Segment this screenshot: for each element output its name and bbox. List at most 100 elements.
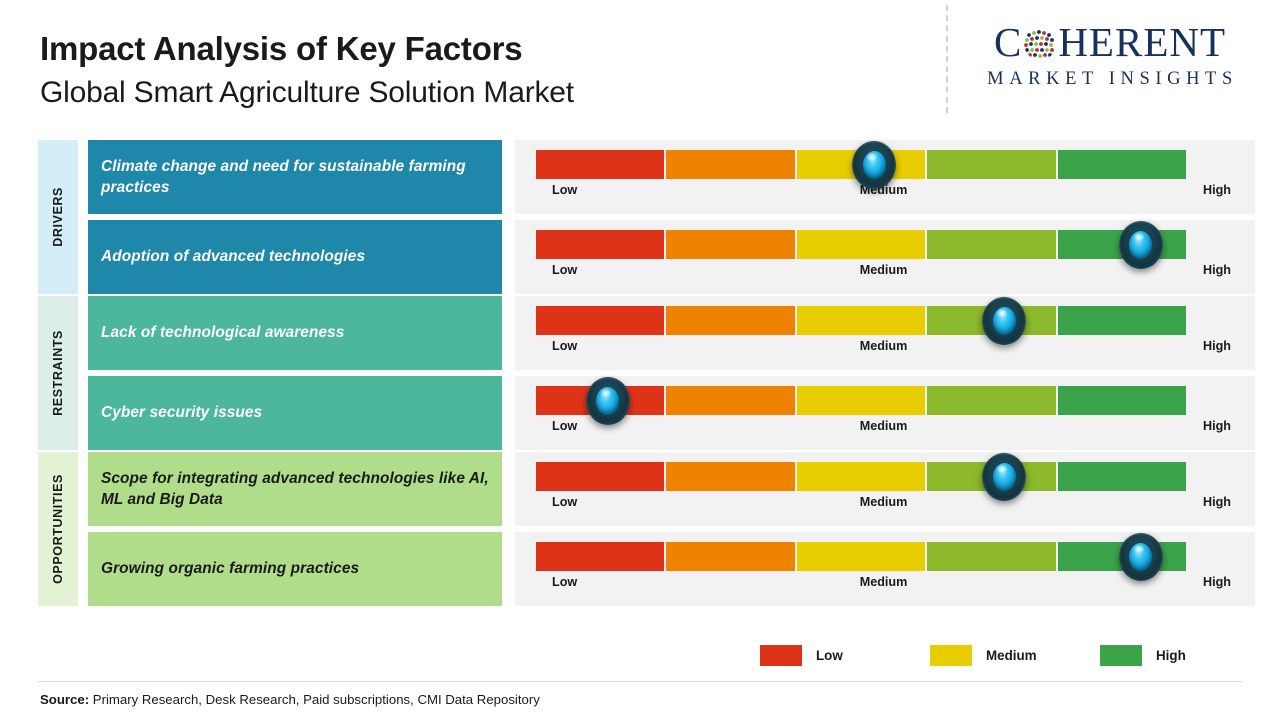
gauge-panel: Low Medium High	[515, 220, 1255, 294]
factor-text: Climate change and need for sustainable …	[101, 157, 466, 196]
scale-label-high: High	[1203, 575, 1231, 589]
scale-label-med: Medium	[859, 495, 908, 509]
impact-marker[interactable]	[1118, 533, 1163, 581]
page-title: Impact Analysis of Key Factors	[40, 30, 523, 67]
scale-label-low: Low	[552, 263, 578, 277]
source-label: Source:	[40, 692, 90, 707]
gauge-segment-1	[536, 230, 665, 259]
gauge-segment-2	[666, 542, 795, 571]
gauge-segment-2	[666, 306, 795, 335]
legend-swatch	[1100, 645, 1142, 666]
gauge-bar	[536, 230, 1187, 259]
source-note: Source: Primary Research, Desk Research,…	[40, 692, 540, 707]
gauge-bar	[536, 306, 1187, 335]
legend-item: High	[1100, 645, 1186, 666]
gauge-segment-1	[536, 150, 665, 179]
gauge-scale-labels: Low Medium High	[536, 575, 1231, 593]
legend-swatch	[760, 645, 802, 666]
scale-label-high: High	[1203, 339, 1231, 353]
gauge-segment-1	[536, 462, 665, 491]
gauge-panel: Low Medium High	[515, 452, 1255, 526]
gauge-panel: Low Medium High	[515, 376, 1255, 450]
factor-text: Growing organic farming practices	[101, 560, 360, 578]
impact-marker[interactable]	[982, 453, 1026, 501]
factor-text: Adoption of advanced technologies	[101, 248, 366, 266]
category-label: RESTRAINTS	[51, 330, 65, 416]
gauge-segment-4	[927, 230, 1056, 259]
legend-swatch	[930, 645, 972, 666]
factor-text: Lack of technological awareness	[101, 324, 345, 342]
gauge-segment-2	[666, 150, 795, 179]
legend-item: Medium	[930, 645, 1037, 666]
scale-label-med: Medium	[859, 575, 908, 589]
gauge-segment-3	[796, 542, 926, 571]
category-label: OPPORTUNITIES	[51, 474, 65, 584]
gauge-panel: Low Medium High	[515, 296, 1255, 370]
impact-marker[interactable]	[585, 377, 630, 425]
scale-label-low: Low	[552, 419, 578, 433]
gauge-bar	[536, 150, 1187, 179]
scale-label-low: Low	[552, 339, 578, 353]
scale-label-high: High	[1203, 183, 1231, 197]
gauge-panel: Low Medium High	[515, 532, 1255, 606]
scale-label-low: Low	[552, 575, 578, 589]
gauge-segment-5	[1057, 386, 1187, 415]
scale-label-high: High	[1203, 495, 1231, 509]
gauge-segment-5	[1057, 306, 1187, 335]
scale-label-high: High	[1203, 419, 1231, 433]
gauge-panel: Low Medium High	[515, 140, 1255, 214]
gauge-bar	[536, 542, 1187, 571]
scale-label-high: High	[1203, 263, 1231, 277]
factor-box: Cyber security issues	[88, 376, 502, 450]
gauge-segment-4	[927, 150, 1056, 179]
gauge-scale-labels: Low Medium High	[536, 263, 1231, 281]
legend-label: Medium	[986, 648, 1037, 663]
legend-item: Low	[760, 645, 843, 666]
category-cell-opportunities: OPPORTUNITIES	[38, 452, 78, 606]
logo-word-part2: HERENT	[1058, 19, 1227, 65]
company-logo: C	[960, 22, 1260, 90]
factor-text: Cyber security issues	[101, 404, 263, 422]
factor-box: Climate change and need for sustainable …	[88, 140, 502, 214]
category-cell-drivers: DRIVERS	[38, 140, 78, 294]
gauge-segment-3	[796, 306, 926, 335]
scale-label-med: Medium	[859, 263, 908, 277]
gauge-segment-2	[666, 230, 795, 259]
gauge-segment-3	[796, 386, 926, 415]
legend-label: High	[1156, 648, 1186, 663]
footer-divider	[38, 681, 1242, 682]
gauge-segment-1	[536, 306, 665, 335]
logo-tagline: MARKET INSIGHTS	[987, 69, 1238, 89]
gauge-segment-4	[927, 542, 1056, 571]
scale-label-med: Medium	[859, 339, 908, 353]
page-subtitle: Global Smart Agriculture Solution Market	[40, 75, 574, 109]
gauge-segment-2	[666, 462, 795, 491]
gauge-segment-3	[796, 462, 926, 491]
factor-box: Scope for integrating advanced technolog…	[88, 452, 502, 526]
header: Impact Analysis of Key Factors Global Sm…	[0, 0, 1280, 128]
gauge-segment-1	[536, 542, 665, 571]
gauge-segment-3	[796, 230, 926, 259]
scale-label-low: Low	[552, 495, 578, 509]
gauge-bar	[536, 386, 1187, 415]
legend-label: Low	[816, 648, 843, 663]
logo-word-part1: C	[993, 19, 1023, 65]
factor-box: Growing organic farming practices	[88, 532, 502, 606]
impact-marker[interactable]	[852, 141, 896, 189]
gauge-segment-4	[927, 386, 1056, 415]
scale-label-med: Medium	[859, 419, 908, 433]
dotted-globe-icon	[1023, 27, 1057, 61]
impact-marker[interactable]	[982, 297, 1026, 345]
gauge-bar	[536, 462, 1187, 491]
gauge-segment-5	[1057, 462, 1187, 491]
gauge-scale-labels: Low Medium High	[536, 495, 1231, 513]
legend: Low Medium High	[760, 645, 1200, 669]
impact-marker[interactable]	[1118, 221, 1163, 269]
factor-text: Scope for integrating advanced technolog…	[101, 469, 489, 508]
title-block: Impact Analysis of Key Factors Global Sm…	[40, 30, 574, 111]
gauge-scale-labels: Low Medium High	[536, 339, 1231, 357]
source-text: Primary Research, Desk Research, Paid su…	[89, 692, 540, 707]
impact-matrix: DRIVERS Climate change and need for susta…	[0, 138, 1280, 610]
logo-divider	[946, 5, 948, 113]
gauge-segment-5	[1057, 150, 1187, 179]
